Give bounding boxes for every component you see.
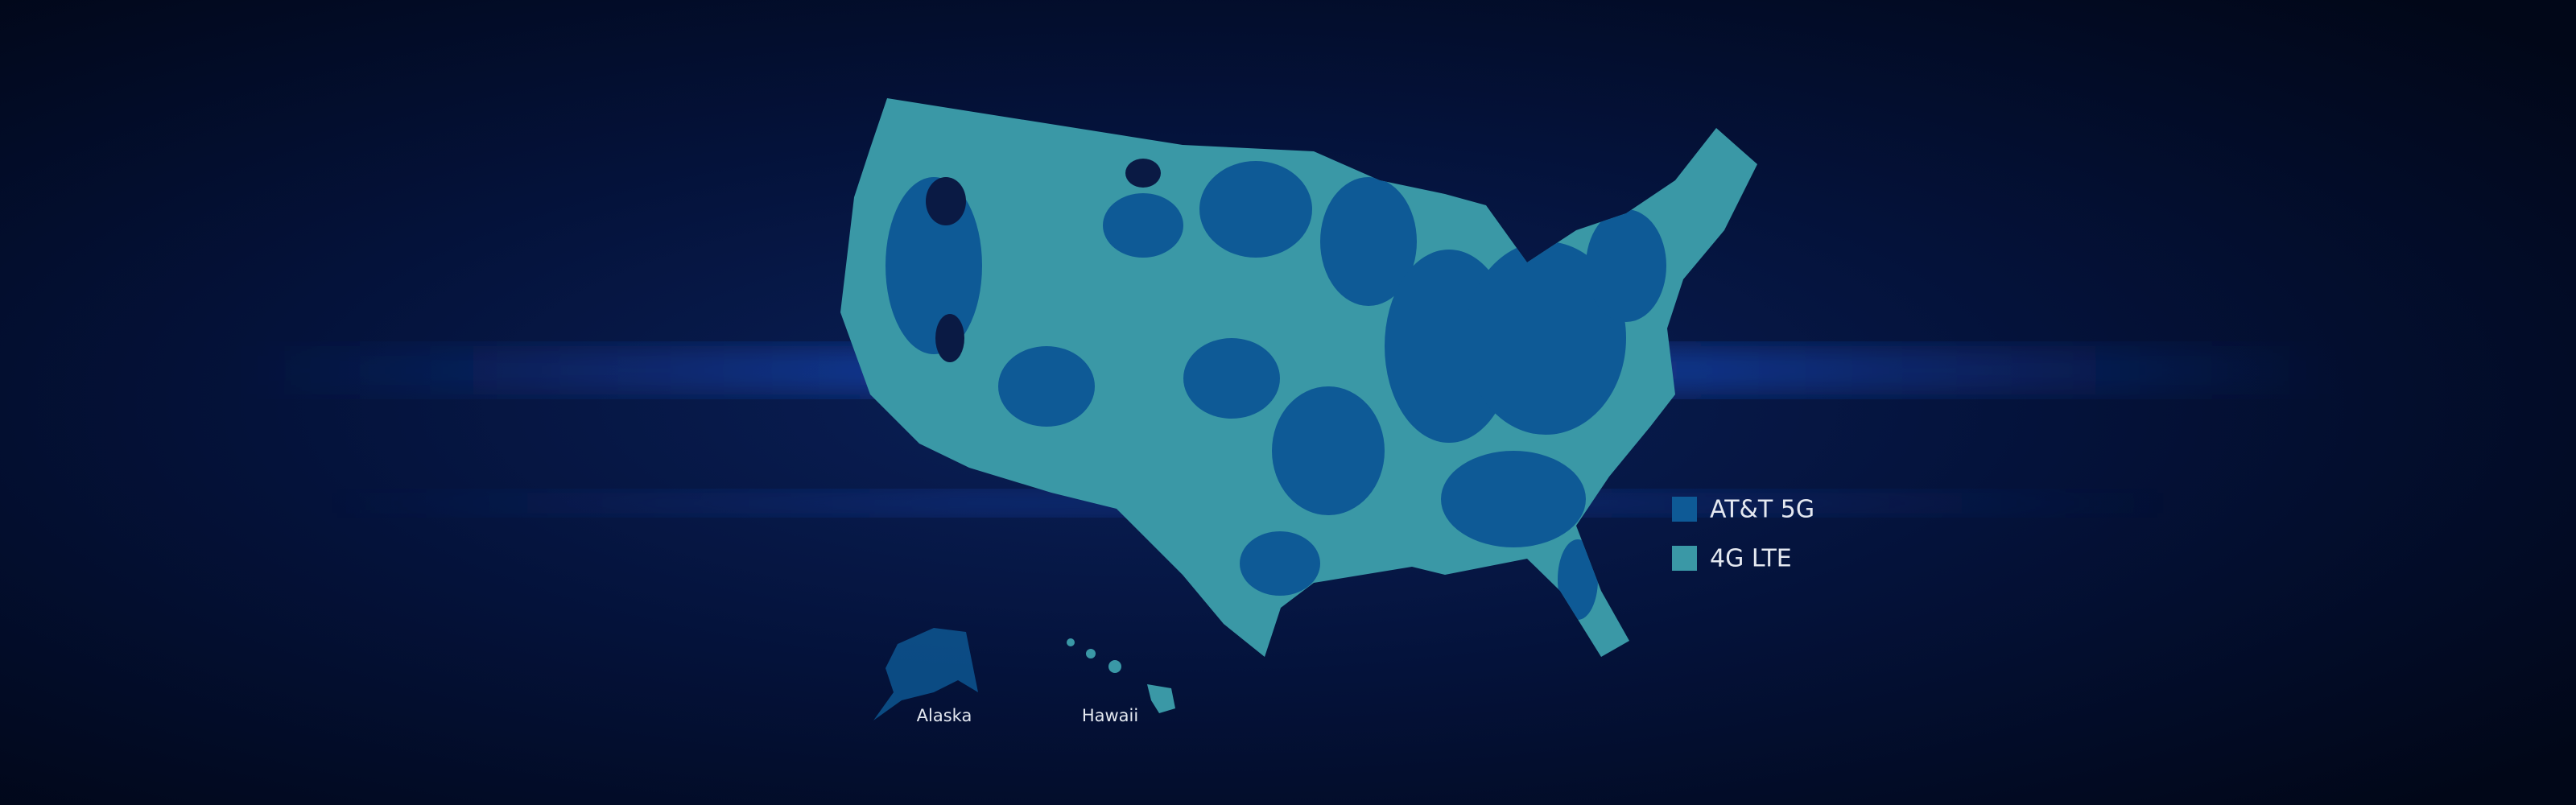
- legend-label: AT&T 5G: [1710, 496, 1814, 524]
- 5g-areas: [886, 161, 1666, 620]
- legend: AT&T 5G 4G LTE: [1672, 496, 1814, 573]
- alaska-inset: Alaska: [873, 628, 978, 725]
- inset-label: Alaska: [917, 706, 972, 725]
- legend-swatch: [1672, 546, 1697, 571]
- gaps: [926, 159, 1161, 362]
- inset-label: Hawaii: [1082, 706, 1138, 725]
- hawaii-inset: Hawaii: [1067, 638, 1175, 725]
- legend-label: 4G LTE: [1710, 545, 1792, 573]
- legend-swatch: [1672, 497, 1697, 522]
